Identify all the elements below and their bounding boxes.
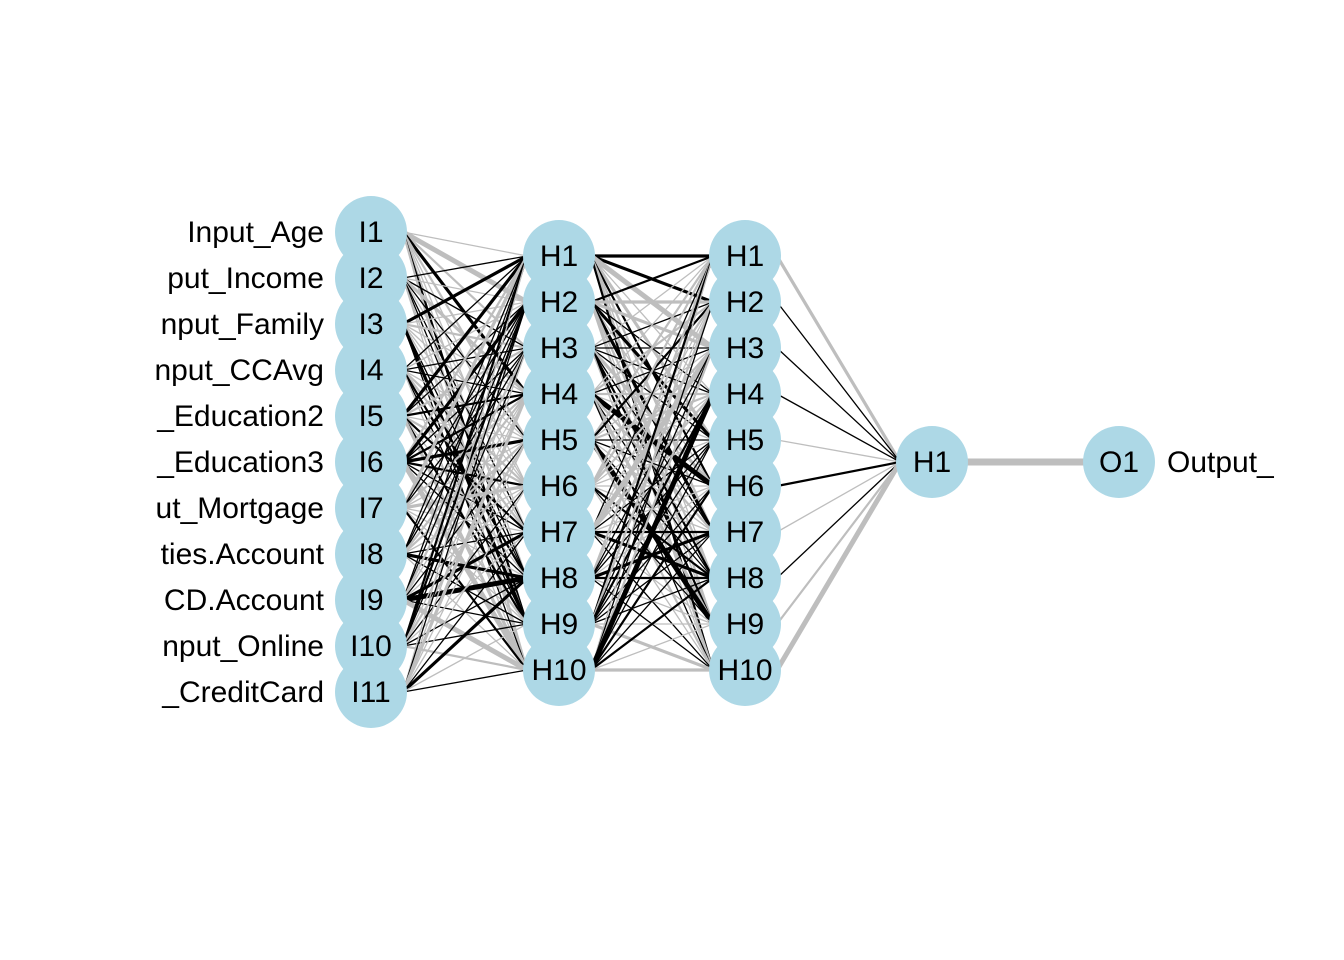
input-label: nput_CCAvg — [154, 354, 324, 387]
edge-hidden1-H10-to-hidden2-H5 — [590, 439, 714, 671]
node-label: H10 — [717, 654, 772, 687]
node-circle — [896, 426, 968, 498]
node-circle — [523, 634, 595, 706]
edge-input-I7-to-hidden1-H1 — [401, 254, 529, 510]
edge-input-I11-to-hidden1-H4 — [401, 392, 529, 694]
edge-input-I11-to-hidden1-H6 — [402, 485, 528, 693]
input-label: nput_Online — [162, 630, 324, 663]
edge-input-I11-to-hidden1-H8 — [401, 576, 529, 694]
nodes-group: I1I2I3I4I5I6I7I8I9I10I11H1H2H3H4H5H6H7H8… — [335, 196, 1155, 728]
edge-hidden2-H2-to-hidden3-H1 — [776, 301, 901, 463]
node-label: I11 — [351, 676, 390, 709]
input-label: nput_Family — [161, 308, 324, 341]
edge-hidden1-H3-to-hidden2-H1 — [590, 255, 714, 349]
edge-hidden1-H5-to-hidden2-H1 — [589, 254, 715, 442]
edge-hidden1-H6-to-hidden2-H1 — [589, 254, 715, 488]
edge-input-I11-to-hidden1-H10 — [402, 669, 528, 693]
input-label: CD.Account — [164, 584, 325, 617]
edge-input-I3-to-hidden1-H1 — [401, 254, 529, 326]
node-output-o1: O1 — [1083, 426, 1155, 498]
edge-hidden2-H10-to-hidden3-H1 — [774, 459, 903, 673]
edge-input-I10-to-hidden1-H1 — [401, 254, 529, 648]
edge-input-I2-to-hidden1-H1 — [402, 255, 528, 279]
edge-hidden1-H7-to-hidden2-H1 — [590, 255, 714, 533]
input-label: _Education3 — [156, 446, 324, 479]
edge-hidden1-H10-to-hidden2-H6 — [589, 484, 715, 672]
node-label: H1 — [913, 446, 951, 479]
node-label: O1 — [1099, 446, 1139, 479]
edge-hidden1-H4-to-hidden2-H1 — [590, 255, 714, 395]
edge-hidden1-H8-to-hidden2-H1 — [589, 254, 715, 580]
edge-hidden2-H5-to-hidden3-H1 — [776, 439, 901, 463]
node-circle — [709, 634, 781, 706]
edge-hidden2-H1-to-hidden3-H1 — [775, 254, 902, 464]
node-hidden1-h10: H10 — [523, 634, 595, 706]
input-label: _Education2 — [156, 400, 324, 433]
input-label: Input_Age — [187, 216, 324, 249]
labels-group: Input_Age put_Income nput_Family nput_CCAvg… — [154, 216, 1275, 709]
edge-input-I8-to-hidden1-H1 — [402, 255, 528, 555]
edge-hidden1-H10-to-hidden2-H1 — [590, 255, 714, 671]
edge-hidden1-H10-to-hidden2-H7 — [590, 531, 714, 671]
edge-hidden2-H6-to-hidden3-H1 — [775, 460, 902, 488]
edge-input-I11-to-hidden1-H1 — [402, 255, 528, 693]
node-label: H10 — [531, 654, 586, 687]
edge-input-I11-to-hidden1-H5 — [402, 439, 528, 693]
edge-hidden1-H2-to-hidden2-H1 — [589, 254, 715, 304]
edge-input-I11-to-hidden1-H7 — [402, 531, 528, 693]
edge-hidden1-H10-to-hidden2-H3 — [589, 346, 715, 672]
edge-hidden2-H4-to-hidden3-H1 — [776, 393, 901, 463]
edge-hidden1-H10-to-hidden2-H9 — [590, 623, 714, 671]
node-circle — [1083, 426, 1155, 498]
edge-hidden2-H9-to-hidden3-H1 — [775, 460, 902, 626]
output-label: Output_ — [1167, 446, 1275, 479]
node-hidden3-h1: H1 — [896, 426, 968, 498]
node-hidden2-h10: H10 — [709, 634, 781, 706]
edge-input-I9-to-hidden1-H1 — [402, 255, 528, 601]
edge-input-I11-to-hidden1-H9 — [402, 623, 528, 693]
node-circle — [335, 656, 407, 728]
edge-hidden1-H9-to-hidden2-H1 — [589, 254, 715, 626]
input-label: ties.Account — [161, 538, 325, 571]
edge-input-I6-to-hidden1-H1 — [401, 254, 529, 464]
edge-hidden2-H8-to-hidden3-H1 — [776, 461, 901, 579]
edge-input-I4-to-hidden1-H1 — [402, 255, 528, 371]
edges-group — [400, 229, 1091, 694]
edge-input-I5-to-hidden1-H1 — [401, 254, 529, 418]
input-label: ut_Mortgage — [156, 492, 324, 525]
edge-hidden2-H3-to-hidden3-H1 — [776, 347, 901, 463]
edge-hidden1-H10-to-hidden2-H8 — [589, 576, 715, 672]
edge-input-I11-to-hidden1-H2 — [402, 301, 528, 693]
edge-input-I11-to-hidden1-H3 — [402, 347, 528, 693]
edge-hidden1-H10-to-hidden2-H4 — [588, 391, 716, 673]
edge-hidden2-H7-to-hidden3-H1 — [776, 461, 901, 533]
edge-hidden1-H10-to-hidden2-H2 — [590, 301, 714, 671]
node-input-i11: I11 — [335, 656, 407, 728]
input-label: _CreditCard — [161, 676, 324, 709]
input-label: put_Income — [167, 262, 324, 295]
edge-input-I1-to-hidden1-H1 — [402, 231, 528, 257]
